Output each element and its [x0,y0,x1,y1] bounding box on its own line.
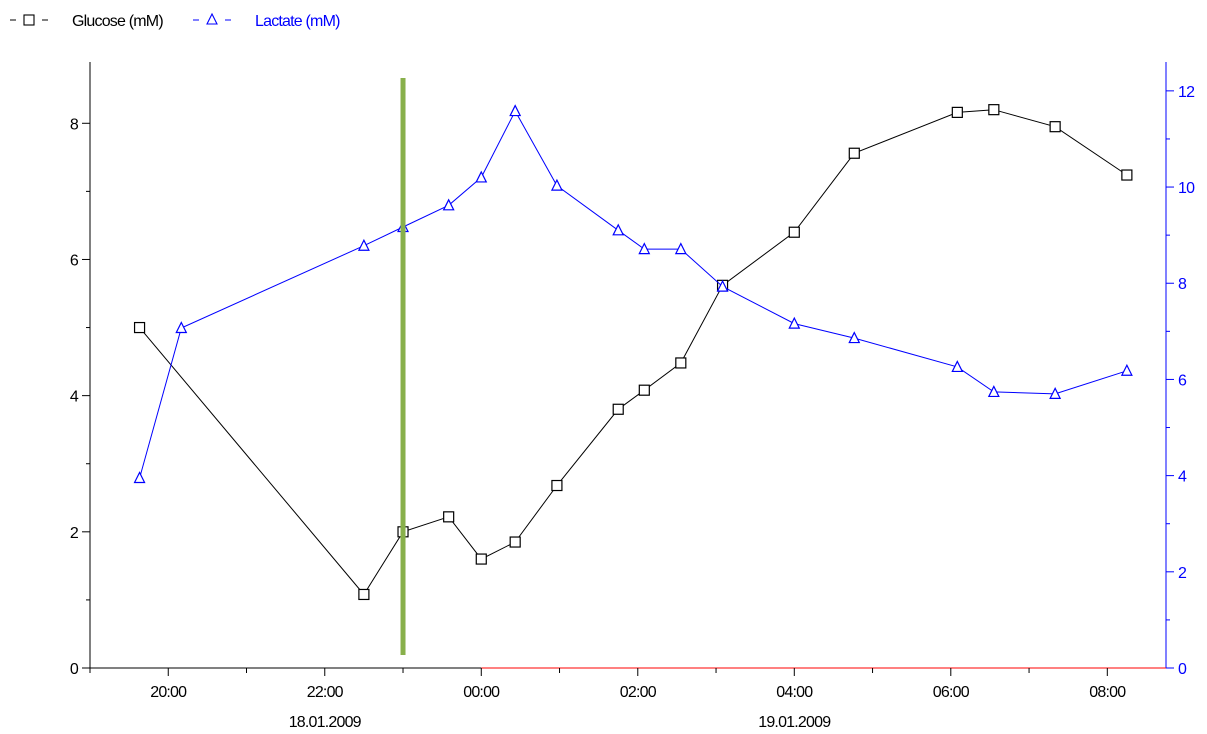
data-point-triangle [509,104,522,117]
data-point-triangle [475,170,488,183]
legend-item: Glucose (mM) [10,13,164,30]
axes: 0 2 4 6 8 0 2 4 6 8 10 12 20:00 22:00 00:00 02:00 04:00 0… [70,62,1196,731]
x-tick-label: 22:00 [307,684,344,701]
data-point-triangle [175,321,188,334]
x-tick-label: 08:00 [1089,684,1126,701]
data-point-triangle [550,178,563,191]
x-tick-label: 02:00 [620,684,657,701]
series-glucose [133,104,1133,601]
data-point-square [988,104,1000,116]
left-y-tick-label: 0 [70,661,79,678]
data-point-square [358,588,370,601]
data-point-triangle [716,279,729,292]
x-date-label: 19.01.2009 [758,714,831,731]
data-point-triangle [951,360,964,373]
data-point-triangle [987,385,1000,398]
data-point-square [951,106,963,118]
left-y-tick-label: 6 [70,252,79,269]
x-tick-label: 20:00 [150,684,187,701]
right-y-tick-label: 0 [1178,661,1187,678]
left-y-tick-label: 4 [70,389,79,406]
series-line [139,109,1128,596]
left-y-tick-label: 2 [70,525,79,542]
series-line [139,110,1128,479]
data-point-square [475,553,487,565]
right-y-tick-label: 10 [1178,180,1195,197]
right-y-tick-label: 4 [1178,469,1187,486]
x-date-label: 18.01.2009 [289,714,362,731]
right-y-tick-label: 12 [1178,84,1195,101]
right-y-tick-label: 2 [1178,565,1187,582]
x-tick-label: 04:00 [776,684,813,701]
data-point-square [612,403,624,415]
data-point-triangle [638,242,651,255]
legend: Glucose (mM) Lactate (mM) [10,12,341,30]
right-y-tick-label: 8 [1178,276,1187,293]
data-point-square [1121,169,1133,181]
legend-square-marker [23,14,35,26]
data-point-square [1049,121,1061,133]
left-y-tick-label: 8 [70,116,79,133]
data-point-triangle [133,471,146,484]
data-point-square [509,536,521,548]
data-point-triangle [1049,387,1062,399]
data-point-triangle [442,198,455,211]
data-point-square [133,321,146,334]
right-y-tick-label: 6 [1178,372,1187,389]
data-point-triangle [612,223,625,236]
plot-area [133,104,1133,601]
legend-triangle-marker [206,12,218,25]
data-point-triangle [848,331,861,344]
data-point-square [551,479,563,492]
x-tick-label: 06:00 [933,684,970,701]
data-point-triangle [788,316,801,329]
data-point-square [848,147,860,159]
x-tick-label: 00:00 [463,684,500,701]
data-point-triangle [357,238,370,251]
legend-label: Glucose (mM) [72,13,163,30]
legend-item: Lactate (mM) [193,12,341,30]
data-point-triangle [1120,363,1133,376]
data-point-square [443,511,455,523]
data-point-square [638,384,650,396]
data-point-triangle [674,242,687,255]
legend-label: Lactate (mM) [255,13,340,30]
data-point-square [788,226,800,238]
data-point-square [675,357,687,369]
series-lactate [133,104,1133,484]
